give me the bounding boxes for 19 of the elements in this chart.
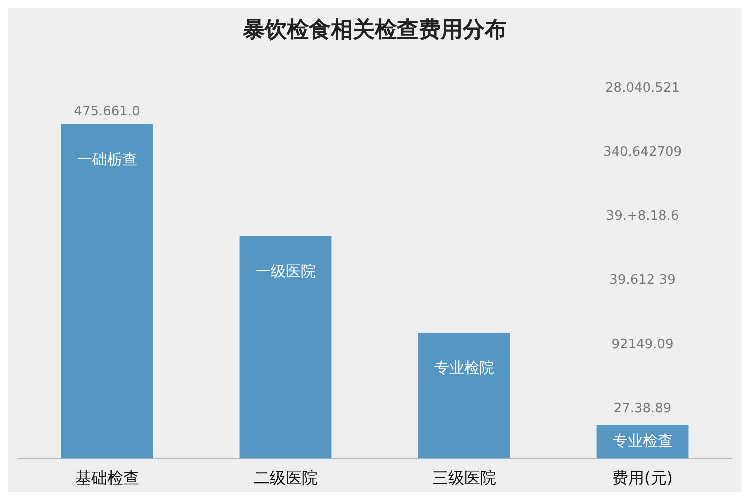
annotation: 专业检查 [612,432,673,450]
chart-title: 暴饮检食相关检查费用分布 [242,18,507,43]
annotation: 340.642709 [603,144,682,160]
bar [418,333,510,459]
annotation: 27.38.89 [614,401,672,416]
bar [240,236,332,459]
x-tick-label: 二级医院 [254,468,318,488]
x-tick-label: 基础检查 [75,468,140,488]
annotation: 92149.09 [612,337,674,352]
text: 28.040.521 [606,80,680,96]
annotation: 475.661.0 [74,104,140,120]
annotation: 专业检院 [434,359,494,377]
annotation: 一础栃查 [77,150,138,168]
x-tick-label: 三级医院 [432,468,496,488]
x-tick-label: 费用(元) [612,468,673,488]
bar [61,124,154,459]
annotation: 一级医院 [256,262,316,280]
annotation: 39.612 39 [610,273,676,288]
annotation: 39.+8.18.6 [606,209,680,224]
